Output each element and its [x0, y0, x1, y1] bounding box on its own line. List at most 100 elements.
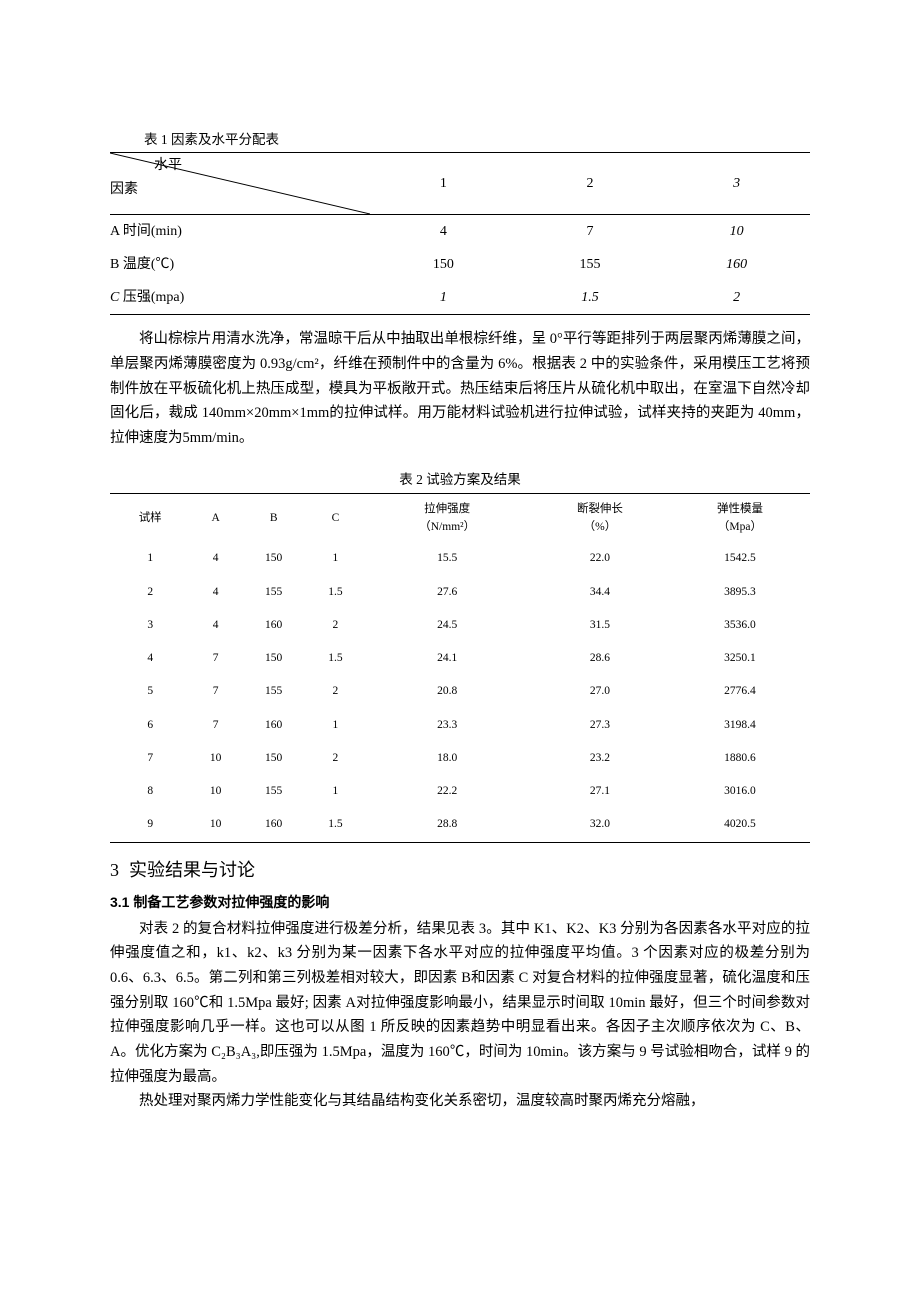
- diagonal-line: [110, 153, 370, 214]
- table-cell: 32.0: [530, 808, 670, 842]
- table1-header-top: 水平: [154, 155, 182, 176]
- table-cell: 160: [241, 709, 306, 742]
- table-cell: 1.5: [306, 642, 364, 675]
- table-row: 9101601.528.832.04020.5: [110, 808, 810, 842]
- table2-caption: 表 2 试验方案及结果: [110, 470, 810, 490]
- table-cell: 4: [110, 642, 190, 675]
- table1-row-a-label: A 时间(min): [110, 215, 370, 249]
- table-cell: 1: [306, 709, 364, 742]
- table2: 试样 A B C 拉伸强度 （N/mm²） 断裂伸长 （%） 弹性模量 （Mpa…: [110, 493, 810, 843]
- table1: 水平 因素 1 2 3 A 时间(min) 4 7 10 B 温度(℃) 150…: [110, 152, 810, 315]
- subsection-3-1-heading: 3.1 制备工艺参数对拉伸强度的影响: [110, 892, 810, 913]
- table1-level-2: 2: [517, 153, 664, 215]
- table-cell: 2: [110, 576, 190, 609]
- table-cell: 22.0: [530, 542, 670, 575]
- table-cell: 8: [110, 775, 190, 808]
- table-cell: 160: [241, 609, 306, 642]
- table1-diag-header: 水平 因素: [110, 153, 370, 215]
- t2-h-tensile-l2: （N/mm²）: [419, 521, 475, 533]
- table-cell: 150: [241, 642, 306, 675]
- table1-row-b-label: B 温度(℃): [110, 248, 370, 281]
- table-row: 710150218.023.21880.6: [110, 742, 810, 775]
- table-cell: 160: [241, 808, 306, 842]
- t2-h-modulus-l2: （Mpa）: [718, 521, 762, 533]
- table-cell: 9: [110, 808, 190, 842]
- table-cell: 7: [110, 742, 190, 775]
- table1-level-3: 3: [663, 153, 810, 215]
- table-cell: 1880.6: [670, 742, 810, 775]
- table1-row-c-1: 1: [370, 281, 517, 315]
- table-row: 14150115.522.01542.5: [110, 542, 810, 575]
- table-cell: 2: [306, 609, 364, 642]
- table-cell: 3016.0: [670, 775, 810, 808]
- table1-row-b-2: 155: [517, 248, 664, 281]
- table-cell: 24.1: [364, 642, 530, 675]
- table-cell: 6: [110, 709, 190, 742]
- table1-row-a-2: 7: [517, 215, 664, 249]
- table-row: 241551.527.634.43895.3: [110, 576, 810, 609]
- table-cell: 31.5: [530, 609, 670, 642]
- table-cell: 4: [190, 542, 241, 575]
- table-cell: 3: [110, 609, 190, 642]
- t2-h-elong: 断裂伸长 （%）: [530, 493, 670, 542]
- table-cell: 28.6: [530, 642, 670, 675]
- table1-row-a-3: 10: [663, 215, 810, 249]
- t2-h-tensile-l1: 拉伸强度: [424, 503, 470, 515]
- table-row: 471501.524.128.63250.1: [110, 642, 810, 675]
- page: 表 1 因素及水平分配表 水平 因素 1 2 3 A 时间(min) 4 7 1…: [0, 0, 920, 1174]
- t2-h-elong-l1: 断裂伸长: [577, 503, 623, 515]
- table-row: 810155122.227.13016.0: [110, 775, 810, 808]
- t2-h-modulus: 弹性模量 （Mpa）: [670, 493, 810, 542]
- section-3-num: 3: [110, 860, 119, 880]
- paragraph-1: 将山棕棕片用清水洗净，常温晾干后从中抽取出单根棕纤维，呈 0°平行等距排列于两层…: [110, 327, 810, 450]
- table-cell: 1: [306, 775, 364, 808]
- t2-h-elong-l2: （%）: [584, 521, 617, 533]
- table2-body: 14150115.522.01542.5241551.527.634.43895…: [110, 542, 810, 842]
- table-cell: 10: [190, 742, 241, 775]
- table-cell: 24.5: [364, 609, 530, 642]
- table-cell: 7: [190, 642, 241, 675]
- table-cell: 155: [241, 675, 306, 708]
- table-cell: 7: [190, 709, 241, 742]
- paragraph-3: 热处理对聚丙烯力学性能变化与其结晶结构变化关系密切，温度较高时聚丙烯充分熔融，: [110, 1089, 810, 1114]
- table-cell: 2: [306, 742, 364, 775]
- table1-row-a-1: 4: [370, 215, 517, 249]
- table-cell: 20.8: [364, 675, 530, 708]
- table-cell: 150: [241, 542, 306, 575]
- table-cell: 3250.1: [670, 642, 810, 675]
- table-cell: 155: [241, 775, 306, 808]
- paragraph-2: 对表 2 的复合材料拉伸强度进行极差分析，结果见表 3。其中 K1、K2、K3 …: [110, 917, 810, 1089]
- table1-row-b-3: 160: [663, 248, 810, 281]
- table-cell: 3198.4: [670, 709, 810, 742]
- table-cell: 150: [241, 742, 306, 775]
- table-cell: 10: [190, 808, 241, 842]
- table1-row-b-1: 150: [370, 248, 517, 281]
- table-cell: 1.5: [306, 808, 364, 842]
- section-3-heading: 3实验结果与讨论: [110, 857, 810, 884]
- table1-row-c-label: C 压强(mpa): [110, 281, 370, 315]
- table1-row-c-2: 1.5: [517, 281, 664, 315]
- table-cell: 4: [190, 576, 241, 609]
- table-cell: 23.3: [364, 709, 530, 742]
- t2-h-modulus-l1: 弹性模量: [717, 503, 763, 515]
- table-cell: 23.2: [530, 742, 670, 775]
- table1-header-bot: 因素: [110, 179, 138, 200]
- table-cell: 28.8: [364, 808, 530, 842]
- table1-row-c-3: 2: [663, 281, 810, 315]
- table-row: 57155220.827.02776.4: [110, 675, 810, 708]
- table-cell: 1: [110, 542, 190, 575]
- table-cell: 34.4: [530, 576, 670, 609]
- table-cell: 155: [241, 576, 306, 609]
- table-cell: 27.3: [530, 709, 670, 742]
- table-cell: 10: [190, 775, 241, 808]
- t2-h-sample: 试样: [110, 493, 190, 542]
- table-cell: 3895.3: [670, 576, 810, 609]
- table-cell: 18.0: [364, 742, 530, 775]
- t2-h-a: A: [190, 493, 241, 542]
- table-cell: 2: [306, 675, 364, 708]
- table1-caption: 表 1 因素及水平分配表: [110, 130, 810, 150]
- t2-h-c: C: [306, 493, 364, 542]
- table-cell: 7: [190, 675, 241, 708]
- t2-h-tensile: 拉伸强度 （N/mm²）: [364, 493, 530, 542]
- table-cell: 4020.5: [670, 808, 810, 842]
